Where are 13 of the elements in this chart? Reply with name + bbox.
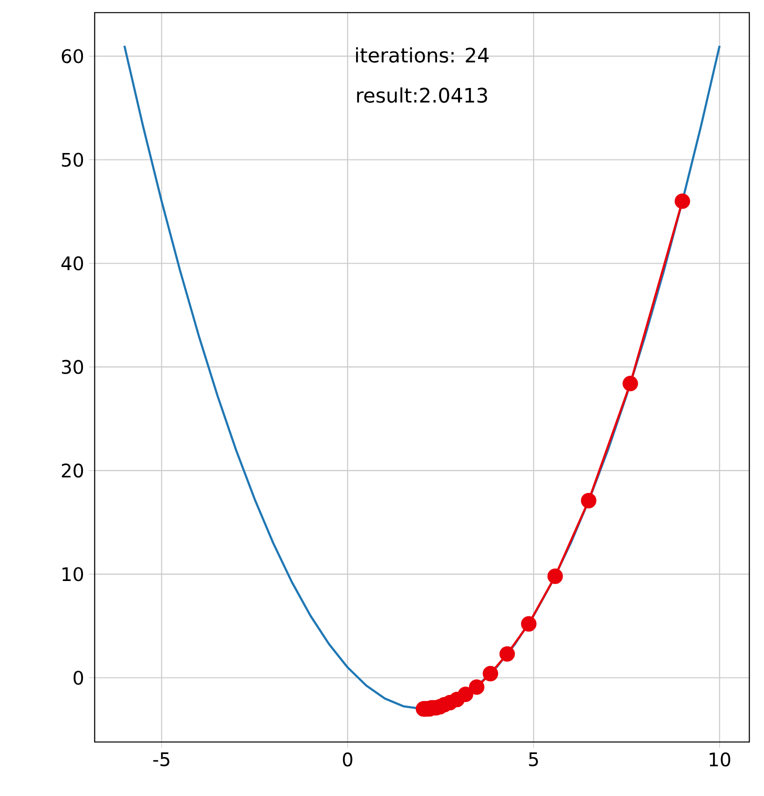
- x-tick-label: 10: [710, 752, 730, 767]
- y-tick-label: 10: [62, 567, 84, 582]
- x-tick-label: 0: [342, 752, 352, 767]
- y-tick-label: 30: [62, 360, 84, 374]
- x-tick-label: 5: [529, 752, 538, 766]
- y-tick-label: 20: [62, 463, 84, 478]
- y-tick-label: 60: [62, 49, 84, 64]
- annotation: iterations: 24: [356, 47, 489, 63]
- y-tick-label: 50: [62, 152, 84, 167]
- y-tick-label: 40: [61, 256, 84, 270]
- y-tick-label: 0: [74, 670, 84, 685]
- x-tick-label: -5: [153, 752, 170, 766]
- annotation: result:2.0413: [357, 87, 488, 103]
